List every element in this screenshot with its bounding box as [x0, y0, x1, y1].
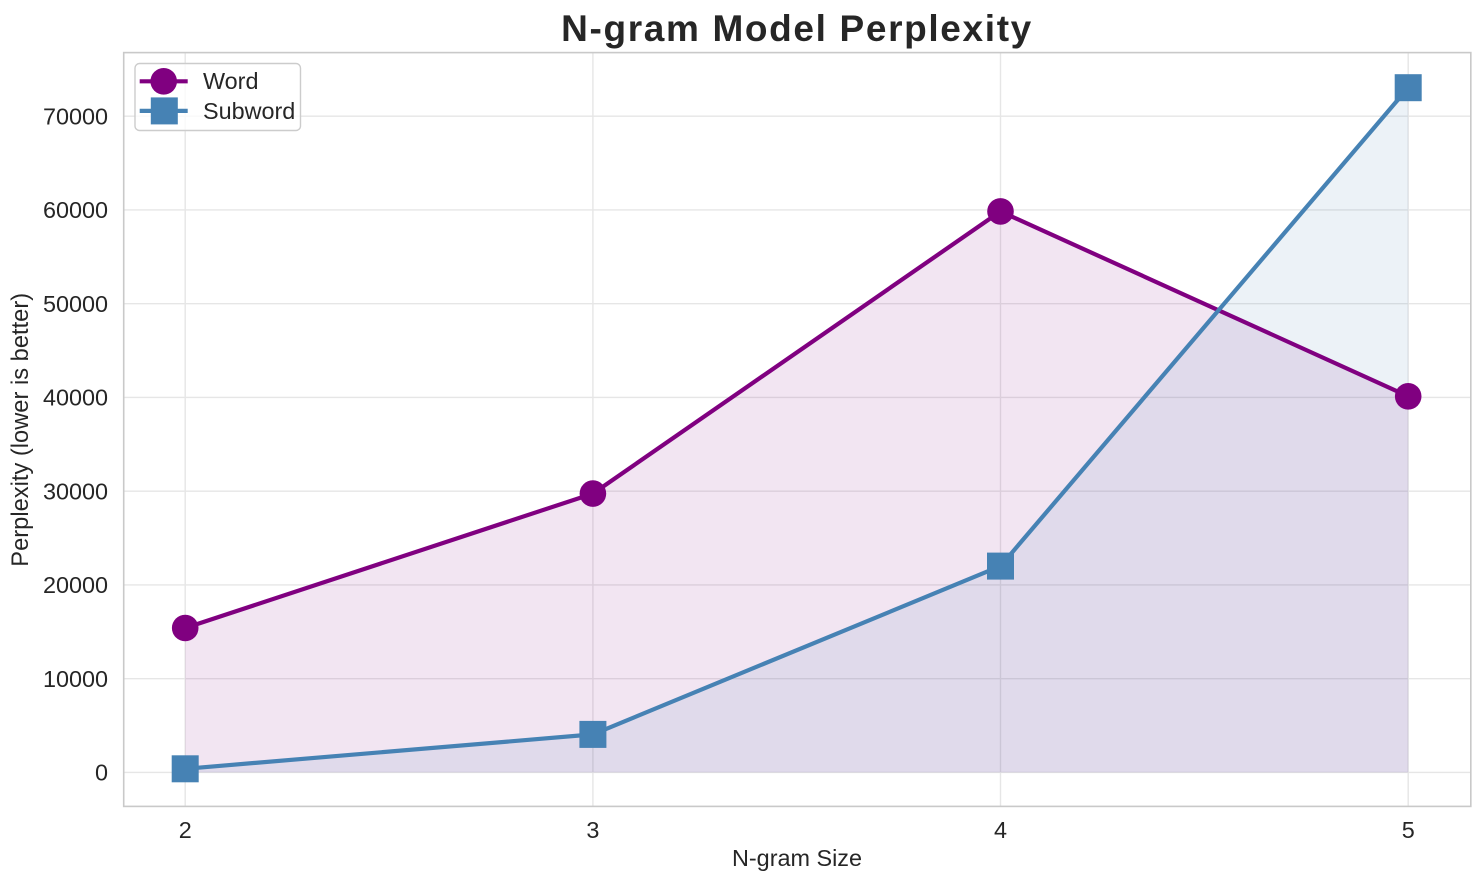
svg-text:3: 3: [586, 817, 599, 843]
svg-text:N-gram Model Perplexity: N-gram Model Perplexity: [561, 8, 1033, 49]
svg-text:Word: Word: [203, 68, 258, 94]
svg-text:50000: 50000: [43, 291, 108, 317]
svg-text:70000: 70000: [43, 104, 108, 130]
svg-text:5: 5: [1402, 817, 1415, 843]
svg-text:20000: 20000: [43, 572, 108, 598]
svg-text:10000: 10000: [43, 666, 108, 692]
svg-text:0: 0: [95, 760, 108, 786]
svg-text:Subword: Subword: [203, 98, 295, 124]
svg-text:60000: 60000: [43, 197, 108, 223]
svg-text:2: 2: [179, 817, 192, 843]
svg-text:40000: 40000: [43, 385, 108, 411]
svg-text:N-gram Size: N-gram Size: [732, 845, 862, 871]
svg-text:4: 4: [994, 817, 1007, 843]
svg-text:Perplexity (lower is better): Perplexity (lower is better): [8, 293, 34, 567]
svg-text:30000: 30000: [43, 479, 108, 505]
